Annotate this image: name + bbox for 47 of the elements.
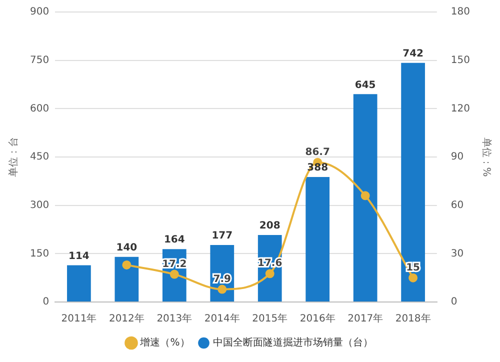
y-tick-label: 900 bbox=[30, 6, 50, 18]
point bbox=[170, 270, 179, 279]
y2-tick-label: 90 bbox=[450, 152, 464, 163]
y-tick-label: 150 bbox=[30, 248, 50, 260]
point bbox=[122, 260, 132, 270]
x-tick-label: 2011年 bbox=[61, 312, 97, 325]
y2-tick-label: 120 bbox=[450, 103, 470, 114]
data-label: 177 bbox=[212, 230, 233, 242]
data-label: 645 bbox=[354, 80, 376, 91]
x-tick-label: 2012年 bbox=[108, 312, 144, 325]
y2-tick-label: 0 bbox=[450, 296, 458, 308]
y2-axis-title: 单位：% bbox=[480, 137, 492, 177]
y2-tick-label: 150 bbox=[450, 54, 470, 66]
point bbox=[218, 284, 227, 294]
x-tick-label: 2014年 bbox=[204, 312, 240, 325]
bar bbox=[67, 265, 91, 302]
data-label: 114 bbox=[68, 250, 90, 262]
y-tick-label: 0 bbox=[42, 296, 50, 308]
y2-tick-label: 180 bbox=[450, 6, 470, 18]
bar bbox=[401, 62, 425, 302]
data-label: 140 bbox=[116, 242, 138, 254]
legend-label: 增速（%） bbox=[139, 336, 190, 349]
x-tick-label: 2016年 bbox=[300, 312, 336, 325]
point bbox=[265, 269, 274, 278]
y-tick-label: 300 bbox=[30, 200, 50, 211]
y-tick-label: 600 bbox=[30, 103, 50, 114]
bar bbox=[114, 256, 139, 302]
y-axis-title: 单位：台 bbox=[8, 137, 20, 177]
x-tick-label: 2017年 bbox=[348, 312, 384, 325]
data-label: 208 bbox=[259, 220, 280, 232]
data-label: 7.9 bbox=[213, 274, 232, 285]
data-label: 164 bbox=[164, 234, 185, 246]
bar bbox=[353, 94, 378, 302]
y2-tick-label: 60 bbox=[450, 200, 464, 211]
data-label: 86.7 bbox=[305, 146, 330, 158]
legend-label: 中国全断面隧道掘进市场销量（台） bbox=[212, 336, 373, 349]
y2-tick-label: 30 bbox=[450, 248, 464, 260]
x-tick-label: 2018年 bbox=[395, 312, 431, 325]
point bbox=[408, 273, 418, 282]
x-tick-label: 2015年 bbox=[252, 312, 288, 325]
point bbox=[360, 191, 370, 200]
y-tick-label: 750 bbox=[30, 54, 50, 66]
data-label: 742 bbox=[402, 48, 424, 60]
bar bbox=[306, 176, 330, 302]
y-tick-label: 450 bbox=[30, 152, 50, 163]
x-tick-label: 2013年 bbox=[156, 312, 192, 325]
data-label: 17.2 bbox=[162, 258, 187, 270]
